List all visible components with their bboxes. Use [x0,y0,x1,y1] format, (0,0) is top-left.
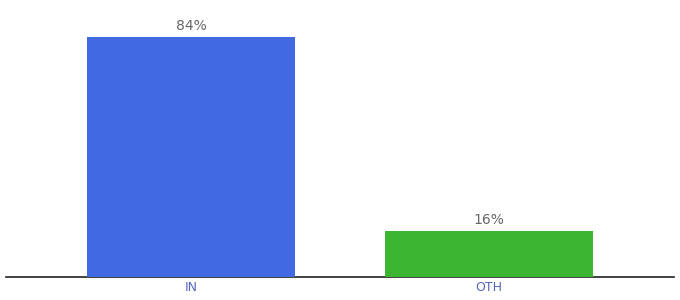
Text: 84%: 84% [176,19,207,33]
Bar [385,231,593,277]
Bar [87,37,295,277]
Text: 16%: 16% [473,213,504,227]
